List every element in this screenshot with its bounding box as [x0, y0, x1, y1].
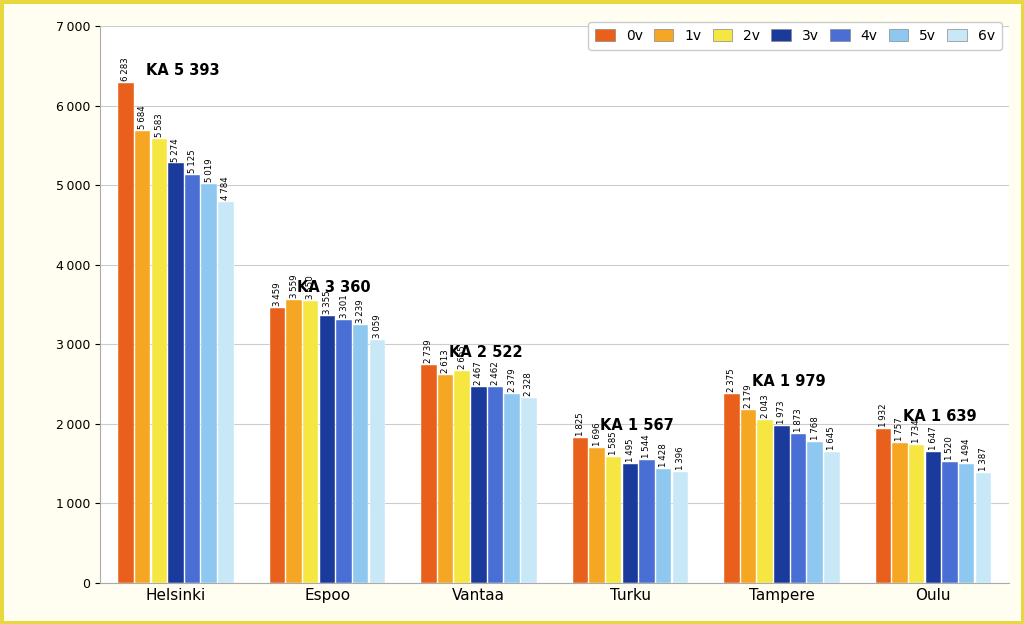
Text: 3 239: 3 239: [356, 300, 366, 323]
Bar: [892, 443, 907, 583]
Bar: [505, 394, 520, 583]
Bar: [168, 163, 183, 583]
Text: KA 1 567: KA 1 567: [600, 418, 674, 433]
Bar: [807, 442, 823, 583]
Text: 5 684: 5 684: [138, 105, 147, 129]
Text: 2 328: 2 328: [524, 372, 534, 396]
Text: 1 757: 1 757: [895, 417, 904, 441]
Bar: [202, 184, 217, 583]
Text: 2 375: 2 375: [727, 368, 736, 392]
Bar: [623, 464, 638, 583]
Text: 2 379: 2 379: [508, 368, 517, 392]
Bar: [976, 472, 991, 583]
Bar: [269, 308, 285, 583]
Bar: [909, 445, 925, 583]
Text: 4 784: 4 784: [221, 177, 230, 200]
Bar: [724, 394, 739, 583]
Bar: [353, 325, 369, 583]
Bar: [926, 452, 941, 583]
Bar: [758, 421, 773, 583]
Text: 1 647: 1 647: [929, 426, 938, 450]
Text: 1 396: 1 396: [676, 446, 685, 470]
Text: 3 355: 3 355: [323, 290, 332, 314]
Bar: [218, 202, 233, 583]
Bar: [876, 429, 891, 583]
Text: 3 459: 3 459: [273, 282, 282, 306]
Bar: [942, 462, 957, 583]
Text: 2 739: 2 739: [424, 339, 433, 363]
Text: 1 768: 1 768: [811, 417, 819, 441]
Text: KA 2 522: KA 2 522: [449, 345, 522, 360]
Text: 1 495: 1 495: [626, 439, 635, 462]
Text: 3 059: 3 059: [373, 314, 382, 338]
Bar: [336, 320, 352, 583]
Bar: [639, 460, 654, 583]
Text: 3 550: 3 550: [306, 275, 315, 299]
Bar: [184, 175, 201, 583]
Bar: [791, 434, 806, 583]
Bar: [135, 131, 151, 583]
Text: 1 520: 1 520: [945, 436, 954, 460]
Bar: [438, 375, 454, 583]
Bar: [152, 139, 167, 583]
Bar: [740, 409, 756, 583]
Text: 2 043: 2 043: [761, 395, 770, 419]
Text: KA 1 979: KA 1 979: [752, 374, 825, 389]
Text: 2 665: 2 665: [458, 345, 467, 369]
Bar: [656, 469, 672, 583]
Text: 1 645: 1 645: [827, 426, 837, 450]
Text: 5 019: 5 019: [205, 158, 214, 182]
Text: 1 544: 1 544: [642, 434, 651, 458]
Text: 2 467: 2 467: [474, 361, 483, 385]
Text: KA 3 360: KA 3 360: [297, 280, 371, 295]
Bar: [118, 83, 134, 583]
Bar: [319, 316, 335, 583]
Text: 1 932: 1 932: [879, 404, 888, 427]
Text: 2 462: 2 462: [492, 361, 500, 385]
Text: 1 873: 1 873: [794, 408, 803, 432]
Bar: [370, 339, 385, 583]
Text: 1 494: 1 494: [963, 439, 971, 462]
Bar: [958, 464, 975, 583]
Text: 1 734: 1 734: [912, 419, 922, 443]
Bar: [774, 426, 790, 583]
Bar: [589, 448, 605, 583]
Text: 3 301: 3 301: [340, 295, 348, 318]
Text: 1 973: 1 973: [777, 401, 786, 424]
Text: 1 825: 1 825: [575, 412, 585, 436]
Text: KA 5 393: KA 5 393: [146, 64, 219, 79]
Text: 5 274: 5 274: [171, 138, 180, 162]
Bar: [471, 387, 486, 583]
Bar: [287, 300, 302, 583]
Bar: [572, 438, 588, 583]
Bar: [421, 365, 436, 583]
Bar: [673, 472, 688, 583]
Bar: [606, 457, 622, 583]
Text: 1 387: 1 387: [979, 447, 988, 470]
Text: 1 696: 1 696: [593, 422, 601, 446]
Text: 3 559: 3 559: [290, 275, 299, 298]
Text: 1 585: 1 585: [609, 431, 618, 455]
Bar: [303, 301, 318, 583]
Text: 6 283: 6 283: [122, 57, 130, 81]
Text: 2 613: 2 613: [441, 349, 450, 373]
Legend: 0v, 1v, 2v, 3v, 4v, 5v, 6v: 0v, 1v, 2v, 3v, 4v, 5v, 6v: [589, 22, 1002, 50]
Bar: [487, 387, 503, 583]
Bar: [824, 452, 840, 583]
Text: 5 125: 5 125: [188, 150, 197, 173]
Text: 2 179: 2 179: [744, 384, 753, 407]
Text: 1 428: 1 428: [659, 444, 668, 467]
Text: KA 1 639: KA 1 639: [903, 409, 977, 424]
Bar: [521, 397, 537, 583]
Text: 5 583: 5 583: [155, 113, 164, 137]
Bar: [455, 371, 470, 583]
